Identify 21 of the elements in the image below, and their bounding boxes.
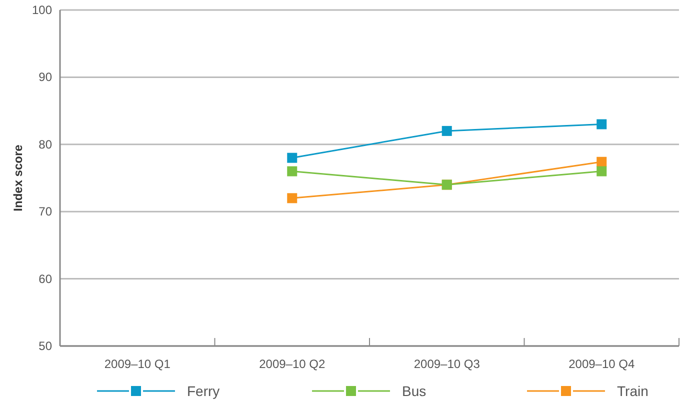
point [442, 126, 452, 136]
x-tick-label: 2009–10 Q4 [568, 357, 635, 371]
point [596, 166, 607, 176]
y-tick-label: 50 [38, 339, 52, 353]
y-axis-title: Index score [11, 144, 25, 212]
y-tick-label: 90 [38, 70, 52, 84]
point [596, 156, 607, 167]
legend-label: Bus [402, 383, 426, 399]
y-tick-label: 100 [32, 3, 52, 17]
y-tick-label: 80 [38, 137, 52, 152]
legend-label: Ferry [187, 383, 220, 399]
x-tick-label: 2009–10 Q3 [414, 357, 480, 371]
y-tick-label: 60 [38, 272, 52, 286]
point [287, 166, 298, 176]
point [287, 193, 298, 204]
point [287, 152, 298, 163]
point [596, 119, 607, 130]
x-tick-label: 2009–10 Q1 [104, 357, 171, 371]
x-tick-label: 2009–10 Q2 [259, 357, 326, 371]
legend-label: Train [617, 383, 648, 399]
y-tick-label: 70 [38, 204, 52, 219]
